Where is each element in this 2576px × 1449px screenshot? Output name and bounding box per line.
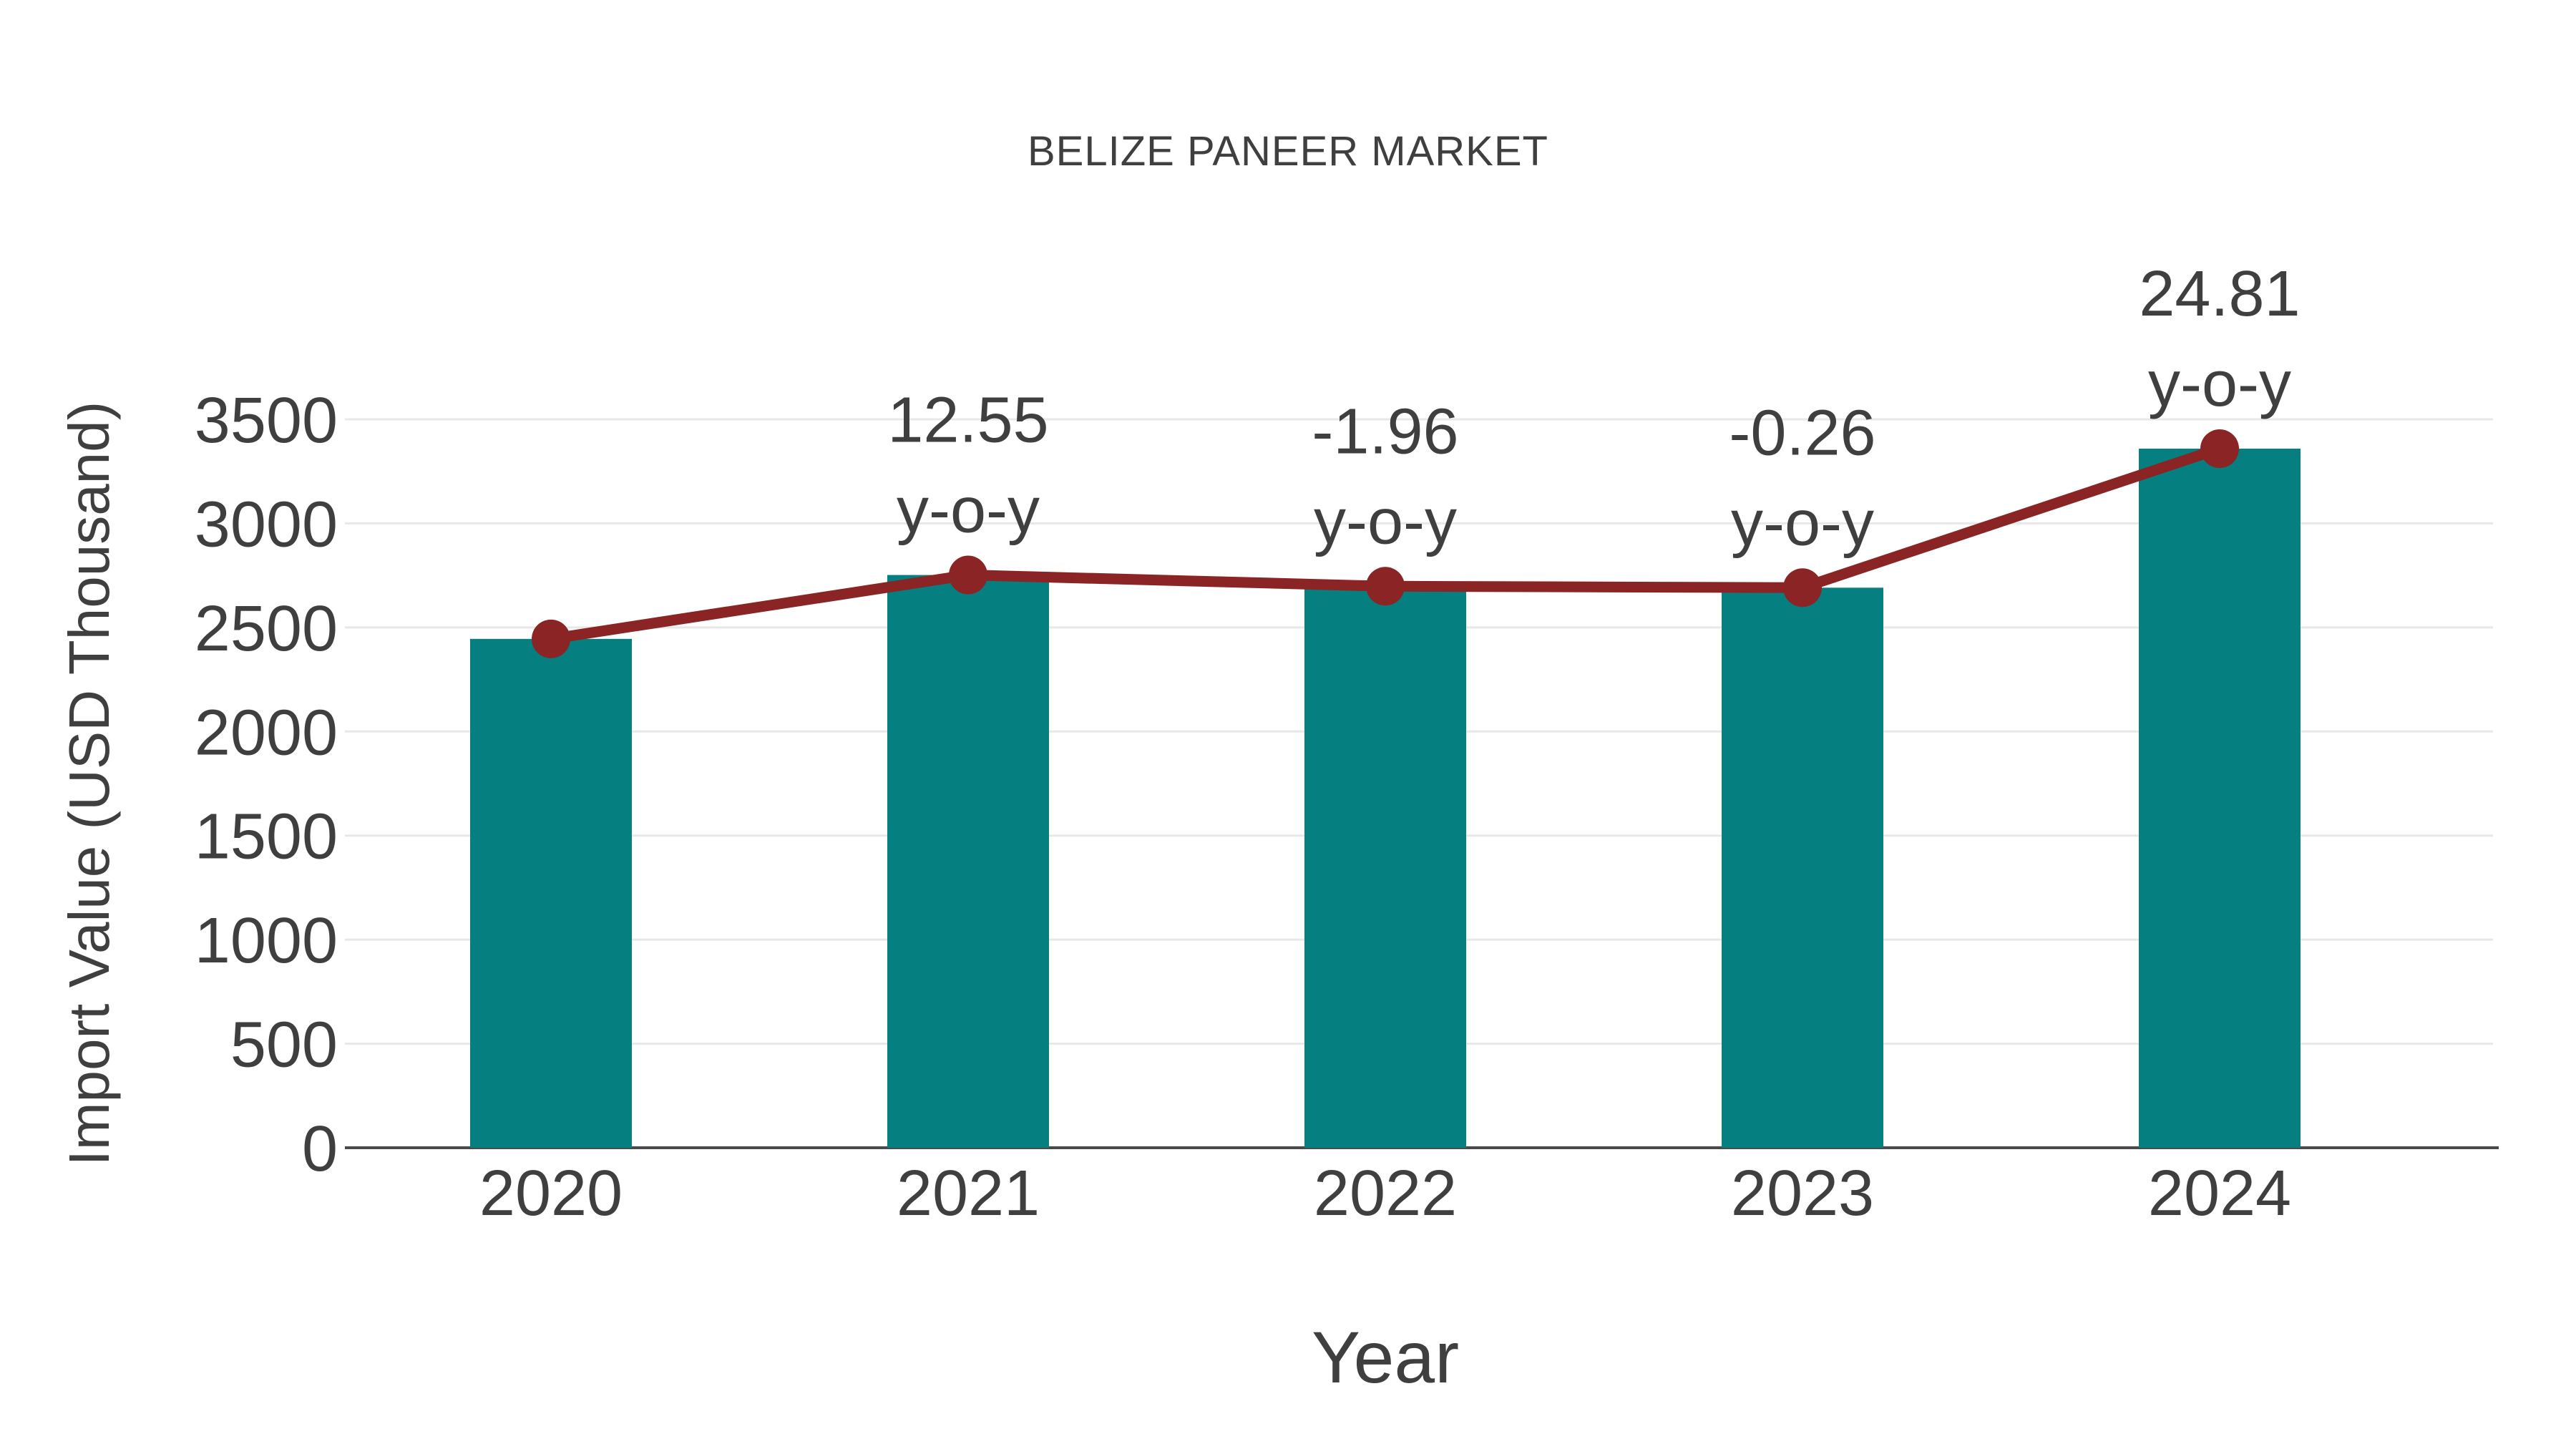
annotation-sub-2024: y-o-y	[2148, 348, 2291, 420]
bar-2024	[2139, 449, 2301, 1148]
bar-2022	[1304, 586, 1466, 1148]
annotation-value-2024: 24.81	[2139, 258, 2300, 330]
x-tick-label-2022: 2022	[1314, 1158, 1457, 1229]
bar-2020	[470, 638, 632, 1148]
y-tick-label-2000: 2000	[195, 697, 338, 769]
annotation-value-2021: 12.55	[887, 385, 1048, 457]
x-tick-label-2023: 2023	[1731, 1158, 1874, 1229]
annotation-sub-2022: y-o-y	[1314, 486, 1457, 557]
bar-2023	[1722, 587, 1883, 1148]
x-tick-label-2021: 2021	[897, 1158, 1040, 1229]
y-tick-label-3000: 3000	[195, 489, 338, 560]
trend-marker-2024	[2200, 429, 2239, 469]
annotation-sub-2023: y-o-y	[1731, 487, 1874, 559]
trend-marker-2023	[1783, 568, 1822, 608]
annotation-value-2022: -1.96	[1312, 396, 1458, 467]
y-tick-label-500: 500	[230, 1010, 338, 1081]
chart-title: BELIZE PANEER MARKET	[1028, 128, 1548, 175]
annotation-value-2023: -0.26	[1729, 397, 1875, 469]
y-tick-label-1500: 1500	[195, 801, 338, 873]
y-tick-label-0: 0	[302, 1113, 338, 1185]
x-axis-title: Year	[1311, 1317, 1460, 1398]
bar-2021	[887, 575, 1049, 1148]
trend-marker-2020	[532, 619, 570, 658]
trend-marker-2022	[1366, 567, 1405, 606]
annotation-sub-2021: y-o-y	[897, 475, 1040, 547]
y-tick-label-3500: 3500	[195, 385, 338, 457]
x-tick-label-2024: 2024	[2148, 1158, 2291, 1229]
trend-marker-2021	[949, 555, 987, 595]
x-tick-label-2020: 2020	[479, 1158, 623, 1229]
y-tick-label-2500: 2500	[195, 593, 338, 665]
y-tick-label-1000: 1000	[195, 905, 338, 977]
